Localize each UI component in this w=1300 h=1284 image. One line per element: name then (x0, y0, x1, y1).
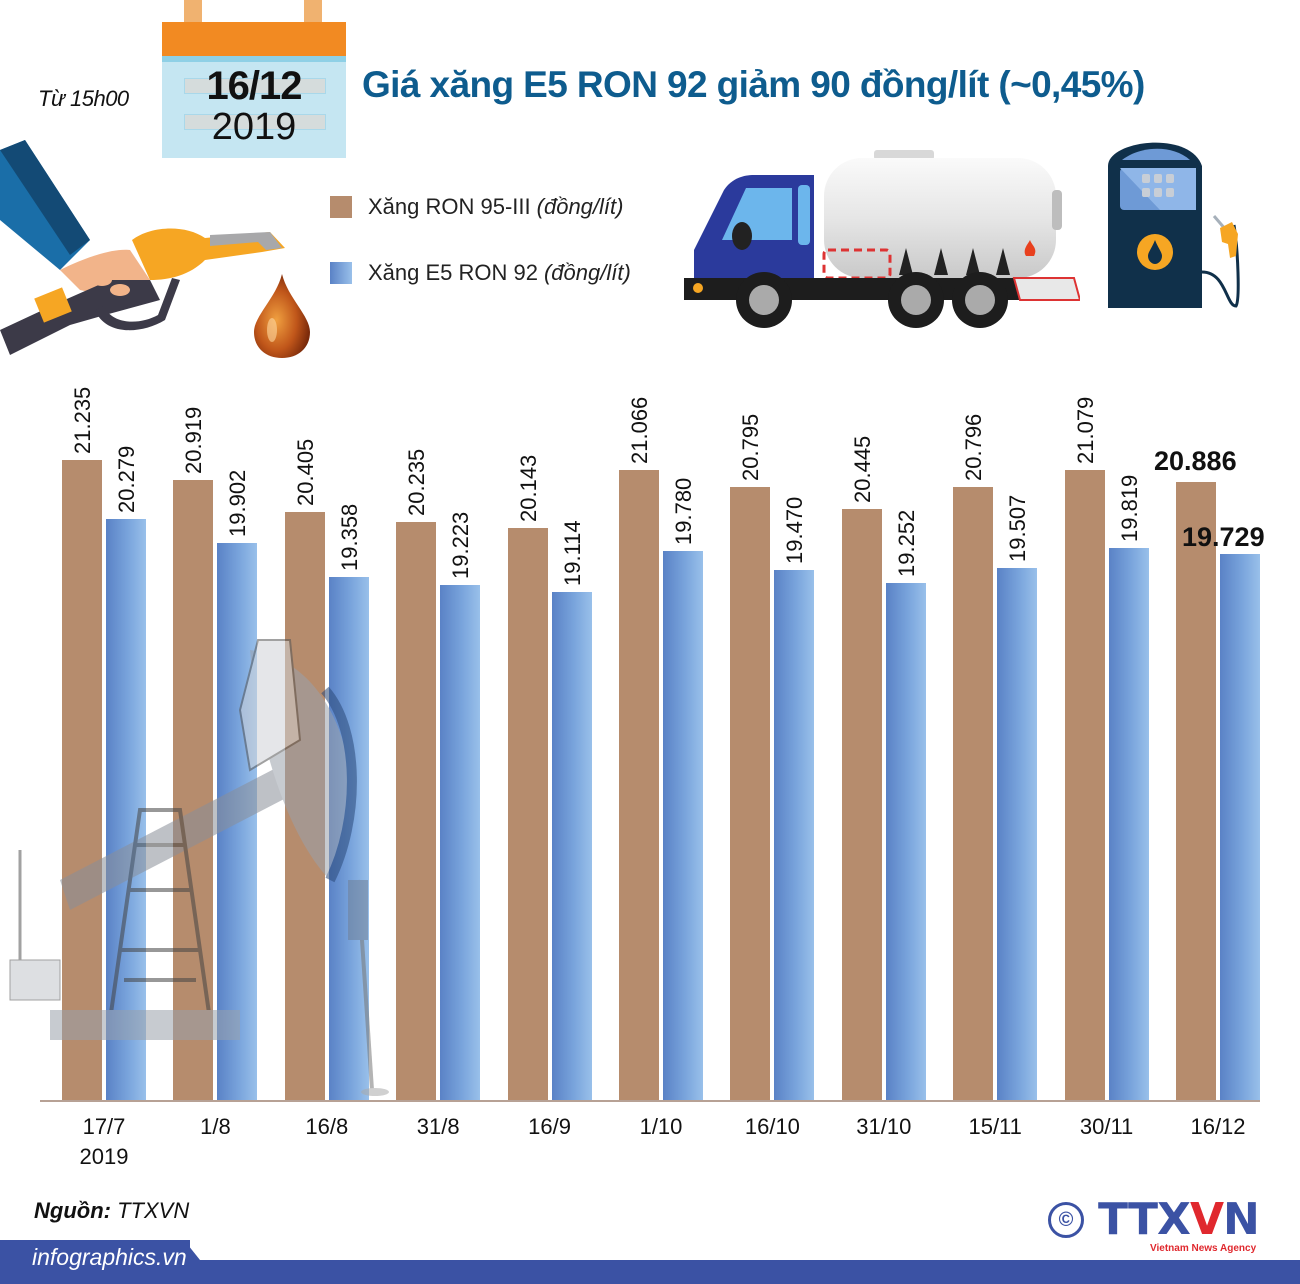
legend-label: Xăng E5 RON 92 (368, 260, 538, 285)
gas-pump-icon (1108, 142, 1240, 308)
calendar-ring (304, 0, 322, 22)
bar-e5 (440, 585, 481, 1100)
bar-value-label: 20.445 (849, 435, 875, 504)
calendar-body (162, 56, 346, 158)
bar-ron95 (62, 459, 102, 1100)
site-link[interactable]: infographics.vn (32, 1244, 187, 1270)
x-axis-label: 30/11 (1079, 1114, 1134, 1139)
bar-value-label: 19.252 (893, 510, 919, 578)
bar-value-label: 19.902 (225, 469, 251, 537)
x-axis-line (40, 1100, 1260, 1102)
bar-value-label: 19.470 (782, 496, 808, 564)
x-axis-label: 16/9 (528, 1114, 571, 1139)
bar-value-label: 19.507 (1005, 494, 1031, 562)
bar-ron95 (841, 509, 882, 1100)
bar-ron95 (730, 487, 771, 1100)
page-title: Giá xăng E5 RON 92 giảm 90 đồng/lít (~0,… (362, 64, 1145, 105)
bar-value-label: 19.819 (1116, 474, 1142, 543)
oil-pumpjack-icon (9, 639, 389, 1096)
bar-value-label: 19.729 (1182, 521, 1265, 552)
bar-value-label: 19.223 (448, 511, 474, 580)
effective-time: Từ 15h00 (38, 86, 129, 111)
bar-value-label: 21.235 (70, 386, 95, 454)
calendar-ring (184, 0, 202, 22)
source-value: TTXVN (117, 1198, 190, 1223)
oil-drop-icon (254, 274, 310, 358)
calendar-cell (184, 114, 326, 130)
bar-e5 (997, 567, 1038, 1100)
logo-text: TTX (1098, 1194, 1191, 1245)
bar-e5 (1108, 548, 1149, 1100)
bar-value-label: 20.279 (114, 446, 139, 514)
calendar-header (162, 22, 346, 56)
bar-value-label: 20.796 (961, 413, 987, 482)
x-axis-label: 16/8 (305, 1114, 349, 1139)
legend-swatch-brown (330, 196, 352, 218)
tanker-truck-icon (684, 150, 1080, 328)
calendar-band (162, 56, 346, 62)
bar-ron95 (396, 522, 437, 1100)
ttxvn-logo: TTXVN (1098, 1198, 1260, 1242)
bar-ron95 (507, 527, 548, 1100)
bar-value-label: 20.235 (404, 448, 430, 517)
bar-value-label: 19.114 (559, 520, 585, 586)
bar-ron95 (619, 470, 659, 1100)
legend-unit: (đồng/lít) (536, 194, 624, 219)
x-axis-label: 31/8 (416, 1114, 460, 1139)
calendar-cell (184, 78, 326, 94)
bar-e5 (663, 550, 703, 1100)
bar-value-label: 20.886 (1154, 445, 1237, 476)
bar-chart: 21.235 20.279 20.919 19.902 20.405 19.358 20.2… (0, 360, 1300, 1100)
bar-ron95 (1176, 481, 1216, 1100)
bar-ron95 (1064, 469, 1105, 1100)
x-axis-label: 1/10 (639, 1114, 683, 1139)
calendar-icon: 16/12 2019 (162, 0, 346, 158)
bar-e5 (885, 583, 926, 1100)
legend-item-e5: Xăng E5 RON 92 (đồng/lít) (330, 260, 631, 286)
calendar-day: 16/12 (206, 64, 302, 108)
bar-e5 (1220, 553, 1260, 1100)
x-axis-label: 1/8 (200, 1114, 231, 1139)
legend-unit: (đồng/lít) (543, 260, 631, 285)
bar-ron95 (953, 487, 994, 1100)
source-credit: Nguồn: TTXVN (34, 1198, 189, 1224)
footer-tab (0, 1240, 190, 1284)
bar-value-label: 20.143 (515, 454, 541, 522)
x-axis-label: 15/11 (968, 1114, 1022, 1139)
bar-value-label: 20.919 (181, 406, 207, 474)
legend-item-ron95: Xăng RON 95-III (đồng/lít) (330, 194, 623, 220)
x-axis-label: 16/10 (744, 1114, 800, 1139)
footer-tab-slant (184, 1240, 200, 1260)
fuel-nozzle-hand-icon (0, 140, 285, 355)
bar-value-label: 19.358 (336, 503, 362, 571)
logo-v: V (1189, 1194, 1224, 1245)
copyright-icon: © (1048, 1202, 1084, 1238)
x-axis-label: 16/12 (1190, 1114, 1246, 1139)
bar-value-label: 20.795 (738, 413, 764, 482)
logo-subtitle: Vietnam News Agency (1150, 1243, 1257, 1254)
bar-e5 (774, 569, 815, 1100)
bar-e5 (551, 592, 592, 1100)
calendar-year: 2019 (211, 106, 297, 148)
x-axis-label: 31/10 (856, 1114, 912, 1139)
logo-n: N (1223, 1194, 1260, 1245)
bar-value-label: 20.405 (292, 438, 318, 506)
bar-value-label: 21.066 (627, 397, 652, 465)
source-label: Nguồn: (34, 1198, 111, 1223)
legend-swatch-blue (330, 262, 352, 284)
bar-value-label: 21.079 (1072, 396, 1098, 464)
legend-label: Xăng RON 95-III (368, 194, 531, 219)
x-axis-label: 17/7 2019 (79, 1114, 129, 1169)
bar-value-label: 19.780 (671, 477, 696, 545)
footer-band (0, 1260, 1300, 1284)
